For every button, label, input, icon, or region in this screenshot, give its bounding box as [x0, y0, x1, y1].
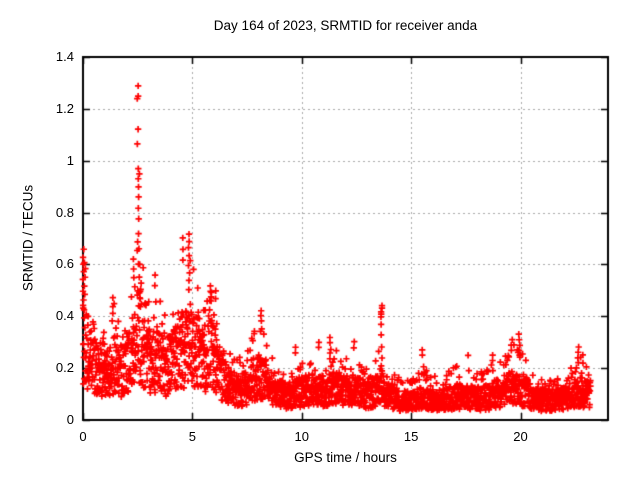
x-tick-label-20: 20: [513, 429, 528, 444]
x-tick-label-15: 15: [403, 429, 419, 444]
y-tick-label-1.2: 1.2: [55, 100, 74, 116]
x-tick-label-5: 5: [188, 429, 196, 444]
y-tick-label-0: 0: [66, 412, 74, 427]
x-tick-label-0: 0: [79, 429, 87, 444]
y-tick-label-1.4: 1.4: [55, 49, 74, 64]
x-axis-label: GPS time / hours: [294, 450, 397, 465]
chart-title: Day 164 of 2023, SRMTID for receiver and…: [213, 18, 478, 33]
y-tick-label-1: 1: [66, 152, 74, 168]
y-tick-label-0.6: 0.6: [55, 256, 74, 272]
x-tick-label-10: 10: [294, 429, 309, 444]
y-tick-label-0.2: 0.2: [55, 360, 74, 376]
y-tick-label-0.8: 0.8: [55, 204, 74, 220]
y-axis-label: SRMTID / TECUs: [20, 184, 36, 292]
y-tick-label-0.4: 0.4: [55, 308, 74, 324]
